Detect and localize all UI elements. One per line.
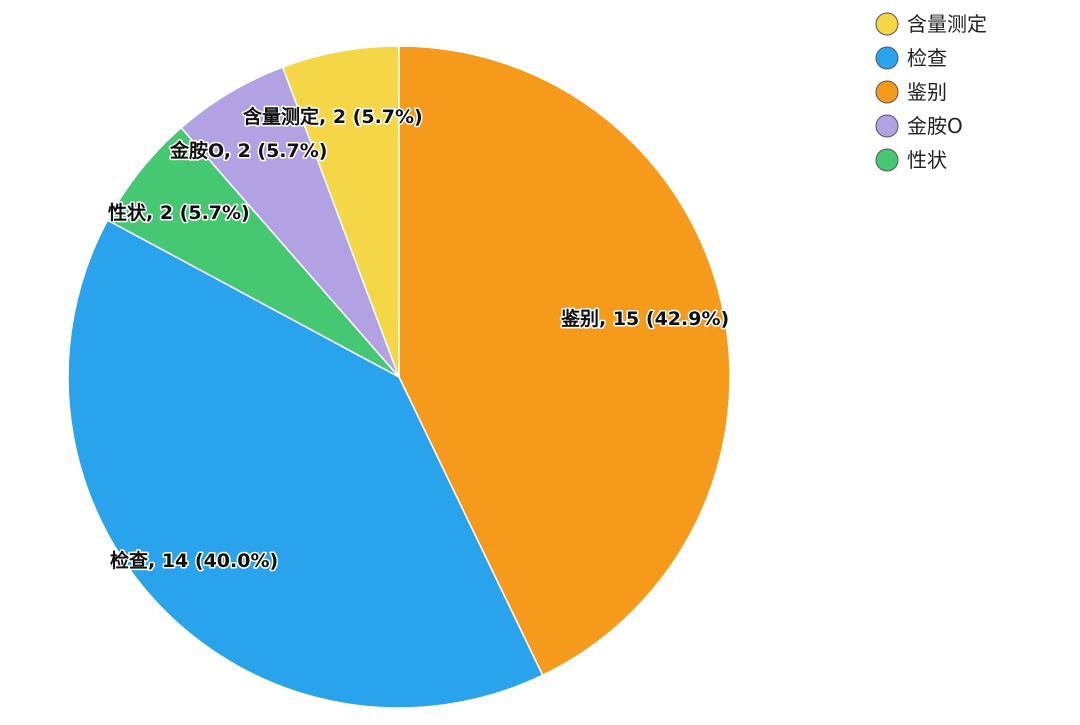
legend-item-2: 鉴别 [875,80,947,104]
legend-swatch-2 [875,80,899,104]
slice-label-0: 鉴别, 15 (42.9%) [560,308,729,330]
pie-slice-labels: 鉴别, 15 (42.9%) 检查, 14 (40.0%) 性状, 2 (5.7%)… [107,104,731,574]
legend-label-4: 性状 [907,148,947,172]
legend-swatch-4 [875,148,899,172]
pie-slice-1 [67,219,544,709]
legend-item-1: 检查 [875,46,947,70]
legend-label-0: 含量测定 [907,12,987,36]
legend-swatch-0 [875,12,899,36]
pie-slices [67,45,731,709]
slice-label-4: 含量测定, 2 (5.7%) [243,105,423,128]
legend-label-2: 鉴别 [907,80,947,104]
slice-label-3: 金胺O, 2 (5.7%) [169,139,327,162]
slice-label-2: 性状, 2 (5.7%) [108,201,250,224]
pie-slice-0 [398,45,731,677]
legend-item-0: 含量测定 [875,12,987,36]
legend-label-1: 检查 [907,46,947,70]
legend-item-3: 金胺O [875,114,963,138]
slice-label-1: 检查, 14 (40.0%) [110,549,278,572]
legend-swatch-3 [875,114,899,138]
pie-slice-4 [281,45,400,378]
legend-swatch-1 [875,46,899,70]
legend-item-4: 性状 [875,148,947,172]
legend-label-3: 金胺O [907,114,963,138]
